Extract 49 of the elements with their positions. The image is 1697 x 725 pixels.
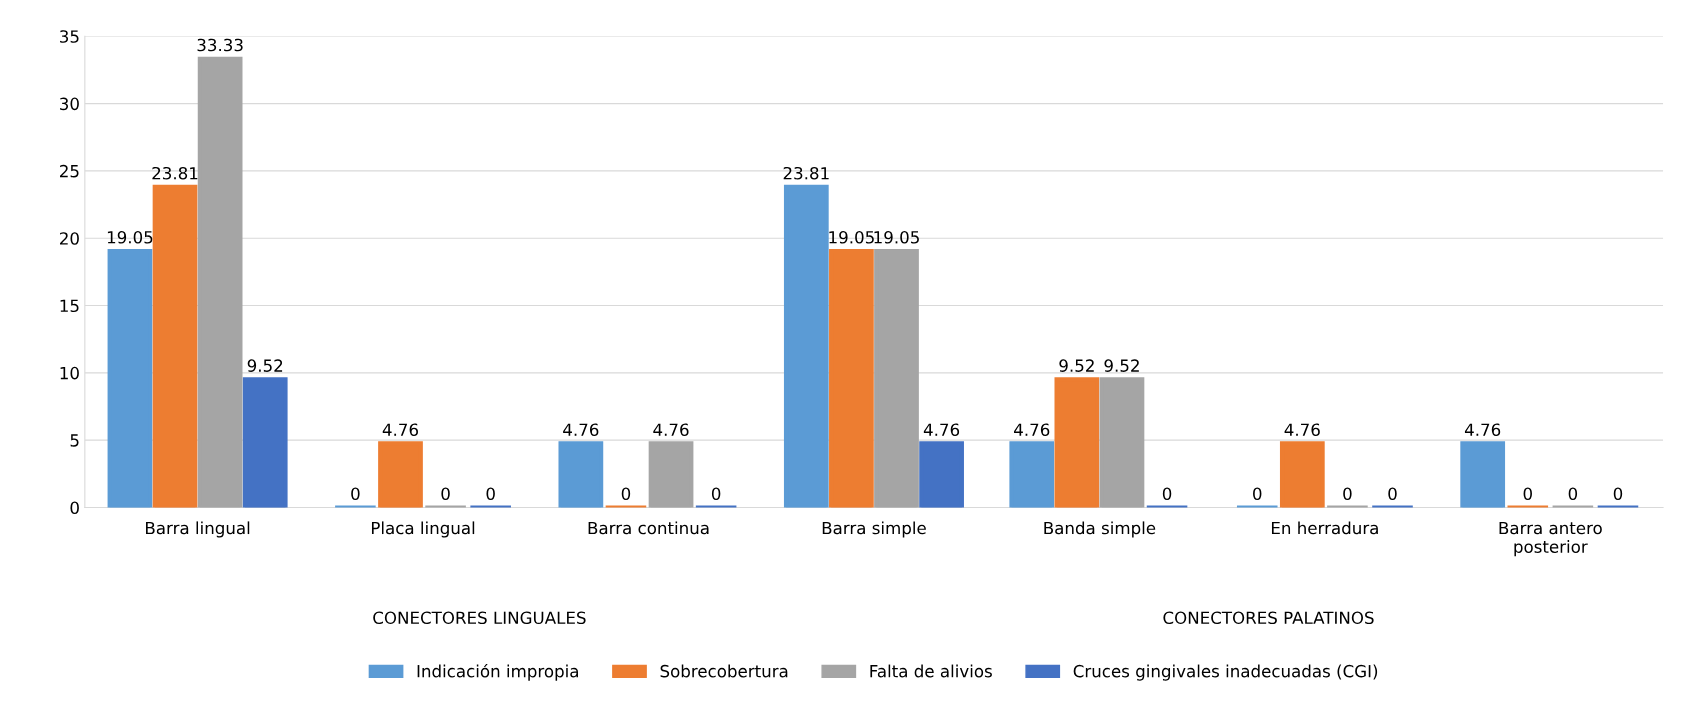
data-label: 0 (1253, 487, 1262, 501)
data-label: 4.76 (653, 423, 689, 437)
data-label: 0 (621, 487, 631, 501)
x-tick-label: Banda simple (1044, 521, 1156, 538)
data-label: 0 (1343, 487, 1352, 501)
data-label: 0 (1388, 487, 1397, 501)
data-label: 9.52 (247, 359, 283, 372)
y-tick-label: 35 (60, 30, 79, 43)
x-tick-label: En herradura (1271, 521, 1378, 535)
data-label: 9.52 (1104, 359, 1139, 372)
legend-label: Indicación impropia (417, 663, 578, 681)
x-tick-label: Barra simple (822, 521, 926, 538)
data-label: 4.76 (1464, 423, 1501, 437)
data-label: 0 (486, 487, 495, 501)
data-label: 19.05 (107, 231, 153, 244)
text: CONECTORES PALATINOS (1163, 611, 1374, 625)
x-tick-label: Placa lingual (371, 521, 475, 538)
y-tick-label: 25 (60, 164, 79, 178)
text: CONECTORES LINGUALES (373, 611, 586, 625)
data-label: 4.76 (923, 423, 960, 437)
data-label: 23.81 (152, 166, 198, 180)
data-label: 0 (351, 487, 360, 501)
data-label: 19.05 (874, 231, 919, 244)
x-tick-label: Barra continua (588, 521, 709, 535)
data-label: 0 (711, 487, 721, 501)
y-tick-label: 30 (60, 97, 79, 111)
y-tick-label: 5 (70, 434, 79, 447)
data-label: 4.76 (1284, 423, 1320, 437)
data-label: 23.81 (783, 166, 829, 180)
x-tick-label: Barra lingual (146, 521, 250, 538)
x-tick-label: Barra antero posterior (1499, 521, 1602, 557)
data-label: 4.76 (1014, 423, 1050, 437)
legend-label: Sobrecobertura (660, 664, 788, 678)
data-label: 0 (1613, 487, 1623, 501)
legend-label: Cruces gingivales inadecuadas (CGI) (1073, 664, 1378, 681)
data-label: 33.33 (197, 38, 243, 52)
y-tick-label: 20 (60, 232, 79, 245)
data-label: 0 (1568, 487, 1578, 501)
y-tick-label: 15 (60, 299, 79, 313)
data-label: 4.76 (563, 423, 599, 437)
data-label: 9.52 (1059, 359, 1094, 372)
y-tick-label: 0 (70, 501, 79, 515)
data-label: 0 (1523, 487, 1532, 501)
data-label: 4.76 (382, 423, 418, 437)
legend-label: Falta de alivios (870, 664, 992, 678)
data-label: 19.05 (829, 231, 874, 244)
data-label: 0 (1162, 487, 1172, 501)
y-tick-label: 10 (60, 366, 79, 380)
data-label: 0 (441, 487, 450, 501)
